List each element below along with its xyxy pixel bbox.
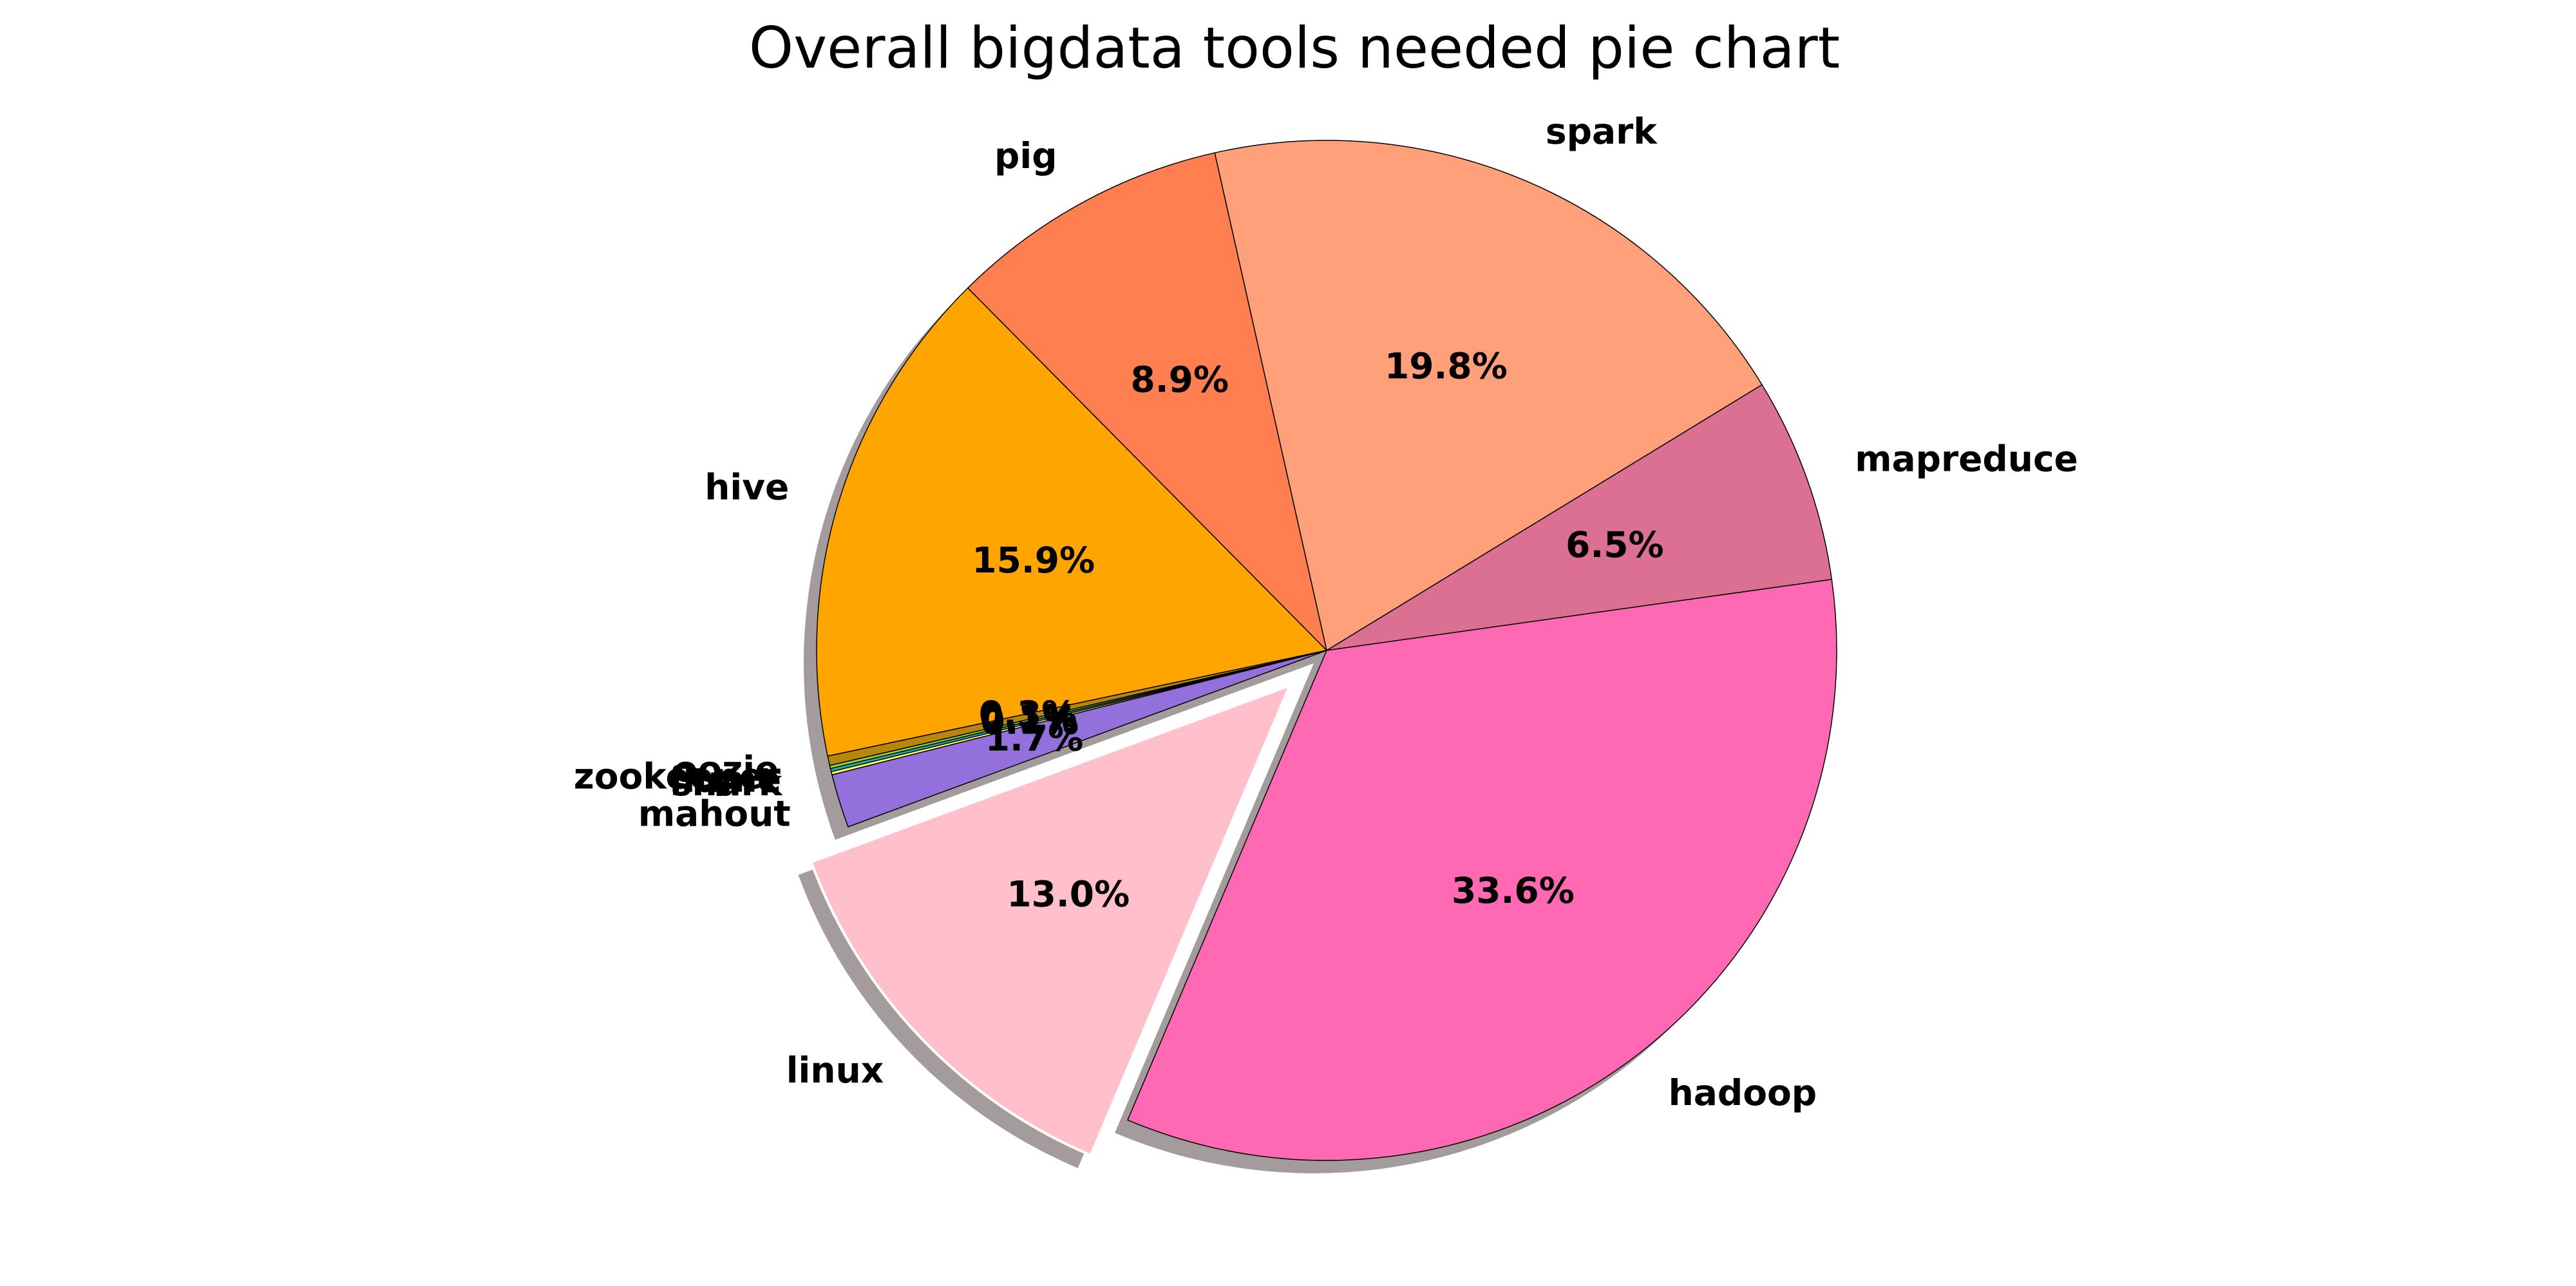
slice-label-flume: flume [669,759,782,800]
label-layer: mapreduce 6.5% spark 19.8% pig 8.9% hive 15.9% o… [574,111,2078,1113]
slice-label-hadoop: hadoop [1669,1072,1817,1113]
slice-label-oozie: oozie [674,749,779,790]
slice-label-shark: shark [671,762,783,804]
slice-percent-oozie: 0.3% [979,694,1077,735]
slice-percent-spark: 19.8% [1385,346,1508,387]
slice-percent-shark: 0.1% [981,701,1079,742]
slice-label-mapreduce: mapreduce [1855,438,2078,479]
slice-label-mahout: mahout [638,793,791,834]
slice-label-spark: spark [1546,111,1658,152]
slice-layer [810,140,1837,1161]
slice-linux [810,683,1293,1157]
slice-shadow-mahout [819,663,1314,840]
slice-label-zookeeper: zookeeper [574,755,781,797]
slice-spark [1214,140,1763,652]
chart-title: Overall bigdata tools needed pie chart [749,15,1840,81]
slice-hive [816,287,1328,757]
slice-percent-pig: 8.9% [1131,359,1229,400]
slice-label-pig: pig [994,135,1057,176]
slice-pig [967,152,1328,652]
slice-percent-hadoop: 33.6% [1452,870,1575,911]
slice-percent-mapreduce: 6.5% [1566,524,1664,565]
slice-percent-mahout: 1.7% [985,718,1084,759]
slice-hadoop [1127,578,1837,1161]
slice-mahout [831,650,1327,827]
slice-percent-hive: 15.9% [972,540,1095,581]
slice-label-hive: hive [705,466,789,507]
slice-label-linux: linux [786,1050,884,1091]
slice-percent-zookeeper: 0.1% [980,697,1078,739]
slice-percent-linux: 13.0% [1007,874,1130,915]
slice-mapreduce [1326,384,1833,651]
slice-percent-flume: 0.1% [980,699,1079,741]
